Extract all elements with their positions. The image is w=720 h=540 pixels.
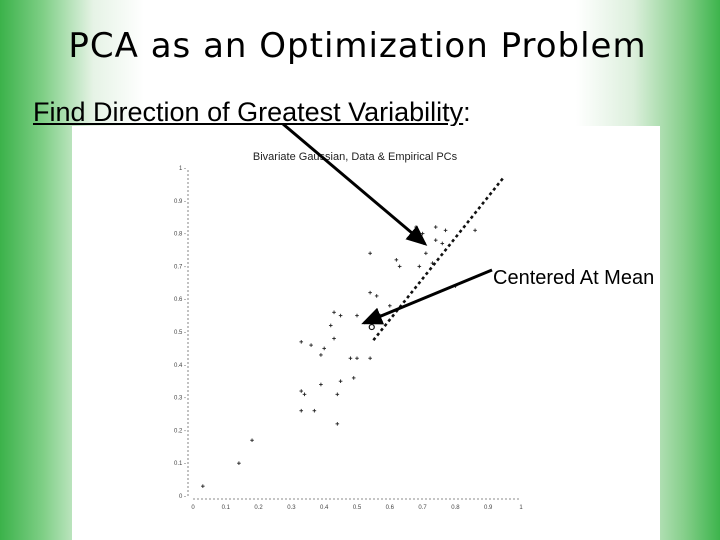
data-point [440, 241, 445, 246]
chart-title: Bivariate Gaussian, Data & Empirical PCs [253, 151, 458, 163]
data-point [237, 461, 241, 465]
data-point [309, 343, 313, 347]
data-point [302, 392, 307, 397]
principal-component-line [368, 175, 506, 342]
data-point [332, 336, 336, 341]
x-tick-label: 0.8 [451, 505, 460, 511]
data-point [338, 313, 343, 318]
y-tick-label: 0.1 - [174, 461, 186, 467]
data-point [433, 225, 438, 229]
x-tick-label: 0.6 [386, 505, 395, 511]
x-tick-label: 0.7 [418, 505, 427, 511]
data-point [433, 238, 438, 242]
data-point [328, 323, 333, 328]
data-point [374, 294, 379, 298]
data-point [299, 389, 304, 393]
data-point [319, 382, 323, 387]
y-tick-label: 0.2 - [174, 428, 186, 434]
data-point [424, 251, 428, 256]
y-tick-label: 0.4 - [174, 363, 186, 369]
y-tick-label: 0.3 - [174, 396, 186, 402]
axes: 0 0.1 0.2 0.3 0.4 0.5 0.6 0.7 0.8 0.9 1 0 - 0.1 - 0.2… [174, 166, 523, 511]
data-point [338, 379, 343, 383]
x-tick-label: 0.5 [353, 505, 362, 511]
data-point [355, 356, 359, 361]
data-point [335, 392, 340, 397]
plot-panel: Bivariate Gaussian, Data & Empirical PCs… [72, 126, 660, 540]
x-tick-label: 0 [191, 505, 195, 511]
data-point [332, 310, 336, 315]
y-tick-label: 1 - [179, 166, 186, 172]
data-point [312, 408, 317, 413]
x-tick-label: 0.9 [484, 505, 493, 511]
data-point [368, 290, 372, 295]
y-tick-label: 0.9 - [174, 199, 186, 205]
data-point [417, 264, 422, 269]
data-point [368, 251, 372, 256]
data-point [322, 346, 326, 351]
data-point [319, 353, 323, 357]
mean-arrow [361, 268, 493, 325]
data-point [201, 484, 205, 488]
scatter-plot: Bivariate Gaussian, Data & Empirical PCs… [174, 151, 523, 511]
data-point [394, 258, 399, 262]
subtitle-colon: : [463, 97, 471, 127]
y-tick-label: 0.5 - [174, 330, 186, 336]
y-tick-label: 0.6 - [174, 297, 186, 303]
data-point [355, 313, 359, 318]
slide-subtitle: Find Direction of Greatest Variability: [33, 97, 471, 128]
y-tick-label: 0.7 - [174, 264, 186, 270]
data-point [299, 408, 304, 413]
data-point [250, 438, 254, 443]
x-tick-label: 1 [519, 505, 523, 511]
y-tick-label: 0 - [179, 494, 186, 500]
mean-marker [368, 323, 375, 331]
x-tick-label: 0.2 [254, 505, 263, 511]
data-point [299, 340, 304, 344]
slide-title: PCA as an Optimization Problem [68, 26, 647, 66]
x-tick-label: 0.4 [320, 505, 329, 511]
data-point [348, 356, 353, 361]
x-tick-label: 0.3 [287, 505, 296, 511]
variability-arrow [282, 122, 428, 246]
pc-dashed-line [372, 175, 506, 342]
x-tick-label: 0.1 [222, 505, 231, 511]
data-point [397, 264, 402, 269]
data-point [443, 228, 448, 233]
data-point [388, 303, 392, 308]
data-point [351, 376, 356, 380]
data-point [473, 228, 477, 233]
data-point [368, 356, 372, 361]
callout-centered-at-mean: Centered At Mean [493, 267, 654, 289]
y-tick-label: 0.8 - [174, 232, 186, 238]
subtitle-underlined-text: Find Direction of Greatest Variability [33, 97, 464, 127]
data-point [335, 422, 340, 426]
